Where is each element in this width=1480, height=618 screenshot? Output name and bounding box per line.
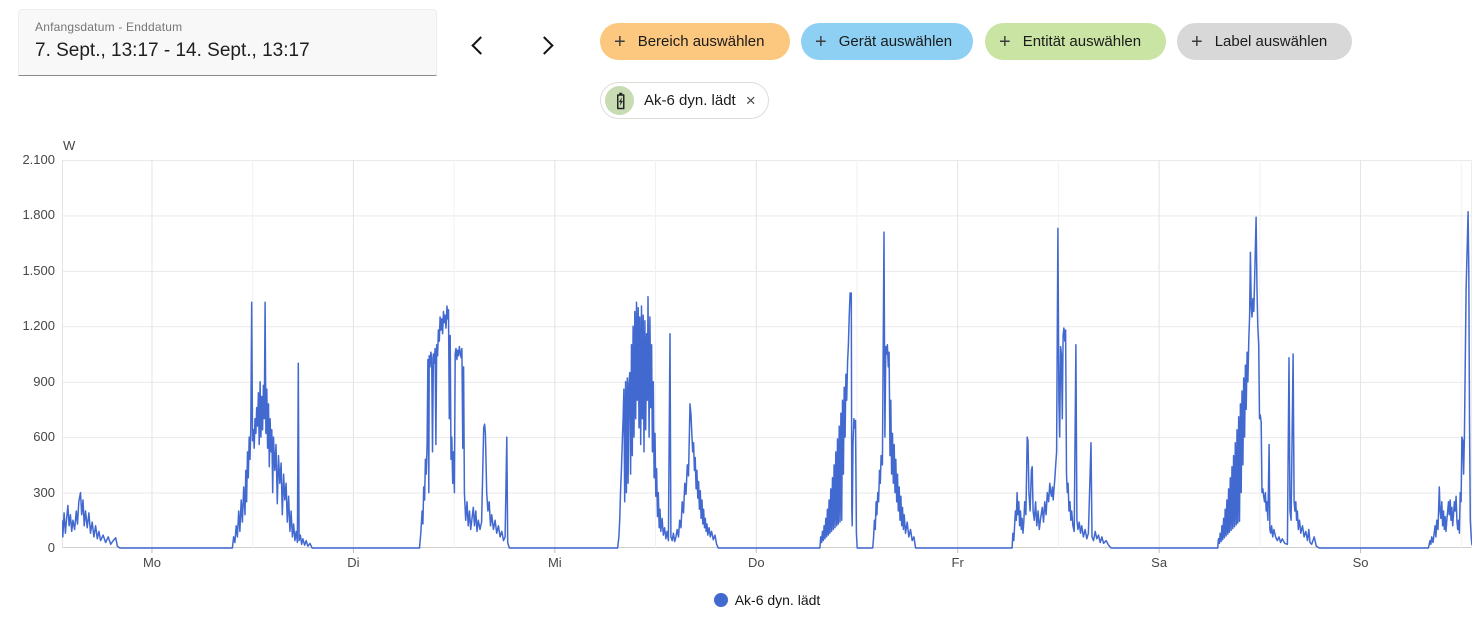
- y-tick-label: 2.100: [22, 152, 55, 167]
- date-range-value: 7. Sept., 13:17 - 14. Sept., 13:17: [35, 40, 310, 61]
- add-entity-filter-chip[interactable]: + Entität auswählen: [985, 23, 1166, 60]
- plus-icon: +: [999, 30, 1011, 53]
- chart-legend[interactable]: Ak-6 dyn. lädt: [62, 592, 1472, 608]
- battery-charging-icon: [616, 92, 624, 109]
- x-tick-label: Mi: [547, 555, 562, 570]
- selected-entity-chip[interactable]: Ak-6 dyn. lädt ×: [600, 82, 769, 119]
- add-area-filter-chip[interactable]: + Bereich auswählen: [600, 23, 790, 60]
- x-tick-label: Do: [747, 555, 765, 570]
- entity-avatar: [605, 86, 634, 115]
- add-label-filter-chip[interactable]: + Label auswählen: [1177, 23, 1352, 60]
- plus-icon: +: [614, 30, 626, 53]
- chip-label: Entität auswählen: [1022, 33, 1142, 50]
- x-tick-label: Di: [347, 555, 360, 570]
- date-range-label: Anfangsdatum - Enddatum: [35, 20, 183, 34]
- selected-entity-label: Ak-6 dyn. lädt: [644, 92, 736, 109]
- add-device-filter-chip[interactable]: + Gerät auswählen: [801, 23, 973, 60]
- y-axis-unit: W: [63, 138, 76, 153]
- plus-icon: +: [815, 30, 827, 53]
- x-tick-label: Sa: [1151, 555, 1168, 570]
- y-tick-label: 1.800: [22, 207, 55, 223]
- next-period-button[interactable]: [527, 26, 565, 64]
- chevron-left-icon: [470, 35, 490, 55]
- legend-series-dot: [713, 593, 728, 607]
- close-icon[interactable]: ×: [745, 91, 756, 110]
- chip-label: Bereich auswählen: [637, 33, 765, 50]
- x-tick-label: So: [1352, 555, 1369, 570]
- plus-icon: +: [1191, 30, 1203, 53]
- previous-period-button[interactable]: [459, 26, 497, 64]
- x-tick-label: Mo: [142, 555, 161, 570]
- date-range-picker[interactable]: Anfangsdatum - Enddatum 7. Sept., 13:17 …: [18, 9, 437, 76]
- chevron-right-icon: [534, 35, 554, 55]
- y-tick-label: 900: [33, 373, 55, 389]
- y-tick-label: 1.200: [22, 318, 55, 334]
- y-tick-label: 600: [33, 429, 55, 445]
- power-history-chart[interactable]: [62, 160, 1472, 554]
- y-tick-label: 300: [33, 484, 55, 500]
- chip-label: Label auswählen: [1214, 33, 1328, 50]
- x-tick-label: Fr: [951, 555, 964, 570]
- chip-label: Gerät auswählen: [838, 33, 953, 50]
- y-tick-label: 1.500: [22, 262, 55, 278]
- y-tick-label: 0: [47, 540, 55, 555]
- legend-series-label: Ak-6 dyn. lädt: [734, 592, 821, 608]
